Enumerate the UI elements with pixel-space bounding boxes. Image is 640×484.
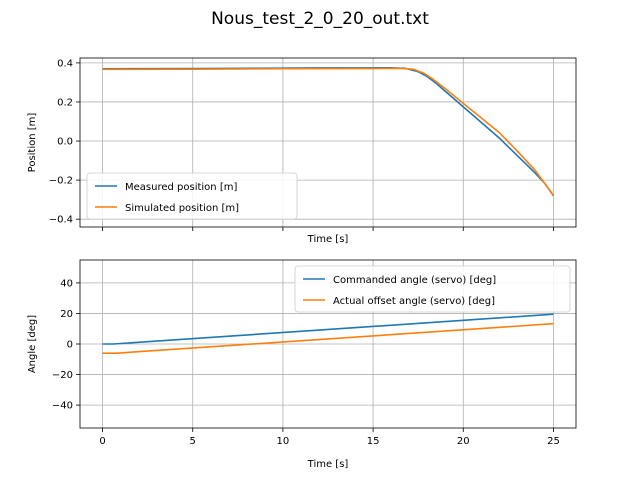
subplots: 0.4 0.2 0.0 −0.2 −0.4 Time [s] Position [m] Mea… — [27, 57, 577, 470]
y-tick-label: 0.0 — [57, 137, 73, 148]
x-tick-label: 25 — [547, 436, 560, 447]
legend-label: Actual offset angle (servo) [deg] — [333, 296, 495, 307]
y-tick-label: 40 — [60, 278, 73, 289]
series-line-1 — [102, 313, 554, 345]
x-tick-label: 0 — [99, 436, 105, 447]
legend: Commanded angle (servo) [deg] Actual offs… — [294, 265, 571, 313]
y-tick-label: 20 — [60, 309, 73, 320]
subplot-1: 0.4 0.2 0.0 −0.2 −0.4 Time [s] Position [m] Mea… — [27, 57, 577, 245]
x-tick-label: 15 — [367, 436, 380, 447]
legend-box — [86, 172, 298, 220]
x-tick-label: 5 — [190, 436, 196, 447]
series-line-2 — [102, 322, 554, 354]
subplot-2: 0 5 10 15 20 25 40 20 0 −20 −40 Time [s] Angle [deg]… — [27, 259, 577, 470]
legend-box — [294, 265, 571, 313]
y-axis-label: Position [m] — [27, 113, 38, 173]
x-axis-label: Time [s] — [307, 459, 349, 470]
y-tick-label: −20 — [52, 370, 73, 381]
figure-title: Nous_test_2_0_20_out.txt — [211, 9, 429, 29]
y-tick-label: −0.4 — [49, 215, 73, 226]
y-tick-label: 0.4 — [57, 58, 73, 69]
legend-label: Commanded angle (servo) [deg] — [333, 275, 496, 286]
x-axis-label: Time [s] — [307, 234, 349, 245]
y-tick-label: 0 — [67, 340, 73, 351]
legend-label: Simulated position [m] — [125, 203, 239, 214]
axes-frame — [79, 57, 577, 228]
x-tick-label: 10 — [277, 436, 290, 447]
y-tick-label: 0.2 — [57, 97, 73, 108]
x-tick-label: 20 — [457, 436, 470, 447]
legend: Measured position [m] Simulated position … — [86, 172, 298, 220]
legend-label: Measured position [m] — [125, 182, 237, 193]
y-tick-label: −0.2 — [49, 176, 73, 187]
y-axis-label: Angle [deg] — [27, 315, 38, 373]
series-line-2 — [102, 67, 555, 196]
y-tick-label: −40 — [52, 401, 73, 412]
